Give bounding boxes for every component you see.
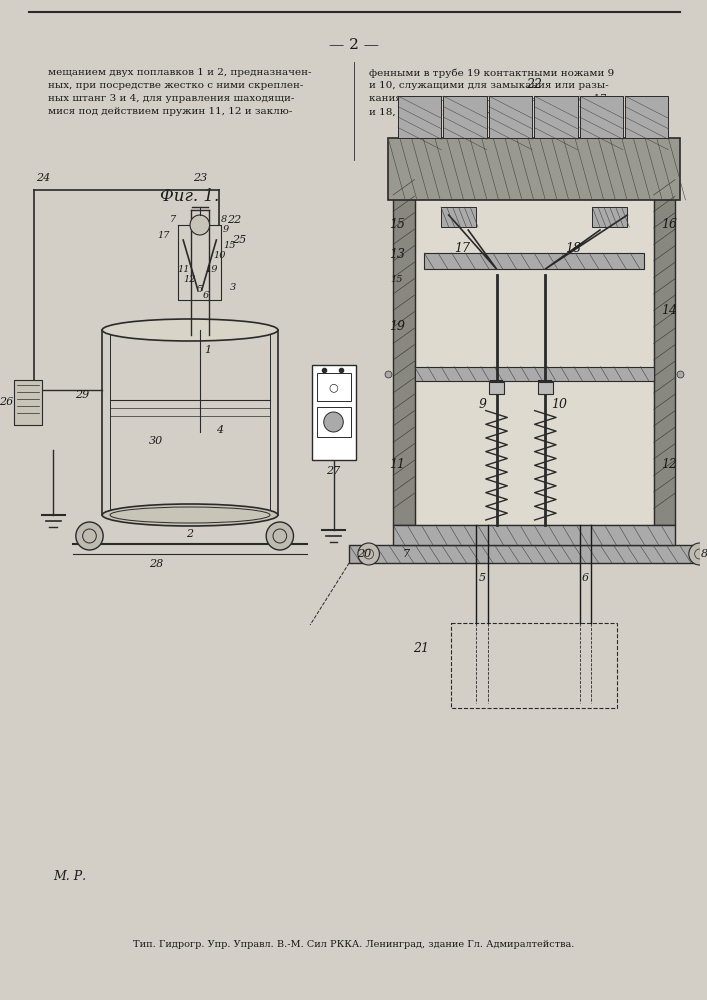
Text: фенными в трубе 19 контактными ножами 9
и 10, служащими для замыкания или разы-
: фенными в трубе 19 контактными ножами 9 … <box>368 68 614 116</box>
FancyBboxPatch shape <box>443 96 487 138</box>
Text: мещанием двух поплавков 1 и 2, предназначен-
ных, при посредстве жестко с ними с: мещанием двух поплавков 1 и 2, предназна… <box>49 68 312 116</box>
Text: 25: 25 <box>232 235 246 245</box>
Text: 27: 27 <box>327 466 341 476</box>
FancyBboxPatch shape <box>388 138 680 200</box>
Circle shape <box>190 215 209 235</box>
FancyBboxPatch shape <box>580 96 623 138</box>
Text: 17: 17 <box>455 242 470 255</box>
Text: 15: 15 <box>389 219 405 232</box>
Text: 28: 28 <box>148 559 163 569</box>
Text: 14: 14 <box>661 304 677 317</box>
Ellipse shape <box>103 319 278 341</box>
FancyBboxPatch shape <box>625 96 668 138</box>
FancyBboxPatch shape <box>317 373 351 401</box>
FancyBboxPatch shape <box>312 365 356 460</box>
Text: 7: 7 <box>402 549 409 559</box>
Text: 16: 16 <box>661 219 677 232</box>
Text: 12: 12 <box>184 275 197 284</box>
FancyBboxPatch shape <box>424 253 644 269</box>
Text: 11: 11 <box>389 458 405 471</box>
Text: 5: 5 <box>197 286 203 294</box>
Text: 17: 17 <box>158 231 170 239</box>
Text: 15: 15 <box>391 275 403 284</box>
Text: 9: 9 <box>223 226 229 234</box>
Text: 15: 15 <box>223 240 235 249</box>
Text: 23: 23 <box>193 173 207 183</box>
Circle shape <box>689 543 707 565</box>
Text: 26: 26 <box>0 397 13 407</box>
Text: 1: 1 <box>204 345 211 355</box>
FancyBboxPatch shape <box>537 382 553 394</box>
Text: 29: 29 <box>76 390 90 400</box>
FancyBboxPatch shape <box>592 207 627 227</box>
FancyBboxPatch shape <box>393 195 414 525</box>
Text: 10: 10 <box>213 250 226 259</box>
Text: — 2 —: — 2 — <box>329 38 379 52</box>
Text: 8: 8 <box>701 549 707 559</box>
Text: 11: 11 <box>177 265 189 274</box>
Text: 12: 12 <box>661 458 677 471</box>
Text: 19: 19 <box>389 320 405 334</box>
Text: 3: 3 <box>230 282 236 292</box>
Text: 20: 20 <box>356 549 371 559</box>
Text: 22: 22 <box>525 78 542 91</box>
Text: 24: 24 <box>37 173 51 183</box>
Text: 6: 6 <box>202 290 209 300</box>
Text: 9: 9 <box>479 398 487 411</box>
FancyBboxPatch shape <box>489 382 504 394</box>
Text: 13: 13 <box>389 248 405 261</box>
FancyBboxPatch shape <box>534 96 578 138</box>
Text: 21: 21 <box>414 642 429 654</box>
Text: 6: 6 <box>582 573 589 583</box>
Text: 22: 22 <box>227 215 241 225</box>
Circle shape <box>266 522 293 550</box>
FancyBboxPatch shape <box>414 367 654 381</box>
Circle shape <box>324 412 344 432</box>
Text: Фиг. 2.: Фиг. 2. <box>439 188 498 205</box>
FancyBboxPatch shape <box>14 380 42 425</box>
Text: 4: 4 <box>216 425 223 435</box>
FancyBboxPatch shape <box>317 407 351 437</box>
FancyBboxPatch shape <box>393 525 675 545</box>
Text: 19: 19 <box>205 265 218 274</box>
Text: 30: 30 <box>148 436 163 446</box>
FancyBboxPatch shape <box>398 96 441 138</box>
Text: 7: 7 <box>170 216 177 225</box>
Text: 18: 18 <box>565 242 580 255</box>
FancyBboxPatch shape <box>349 545 707 563</box>
Text: ○: ○ <box>329 382 339 392</box>
FancyBboxPatch shape <box>441 207 476 227</box>
Ellipse shape <box>103 504 278 526</box>
Text: М. Р.: М. Р. <box>53 870 86 883</box>
Text: 2: 2 <box>187 529 194 539</box>
FancyBboxPatch shape <box>414 195 654 525</box>
Circle shape <box>76 522 103 550</box>
FancyBboxPatch shape <box>654 195 675 525</box>
Text: 5: 5 <box>479 573 486 583</box>
Text: Тип. Гидрогр. Упр. Управл. В.-М. Сил РККА. Ленинград, здание Гл. Адмиралтейства.: Тип. Гидрогр. Упр. Управл. В.-М. Сил РКК… <box>134 940 575 949</box>
Circle shape <box>358 543 380 565</box>
Text: 10: 10 <box>551 398 567 411</box>
Text: Фиг. 1.: Фиг. 1. <box>160 188 220 205</box>
FancyBboxPatch shape <box>489 96 532 138</box>
Text: 8: 8 <box>221 216 228 225</box>
